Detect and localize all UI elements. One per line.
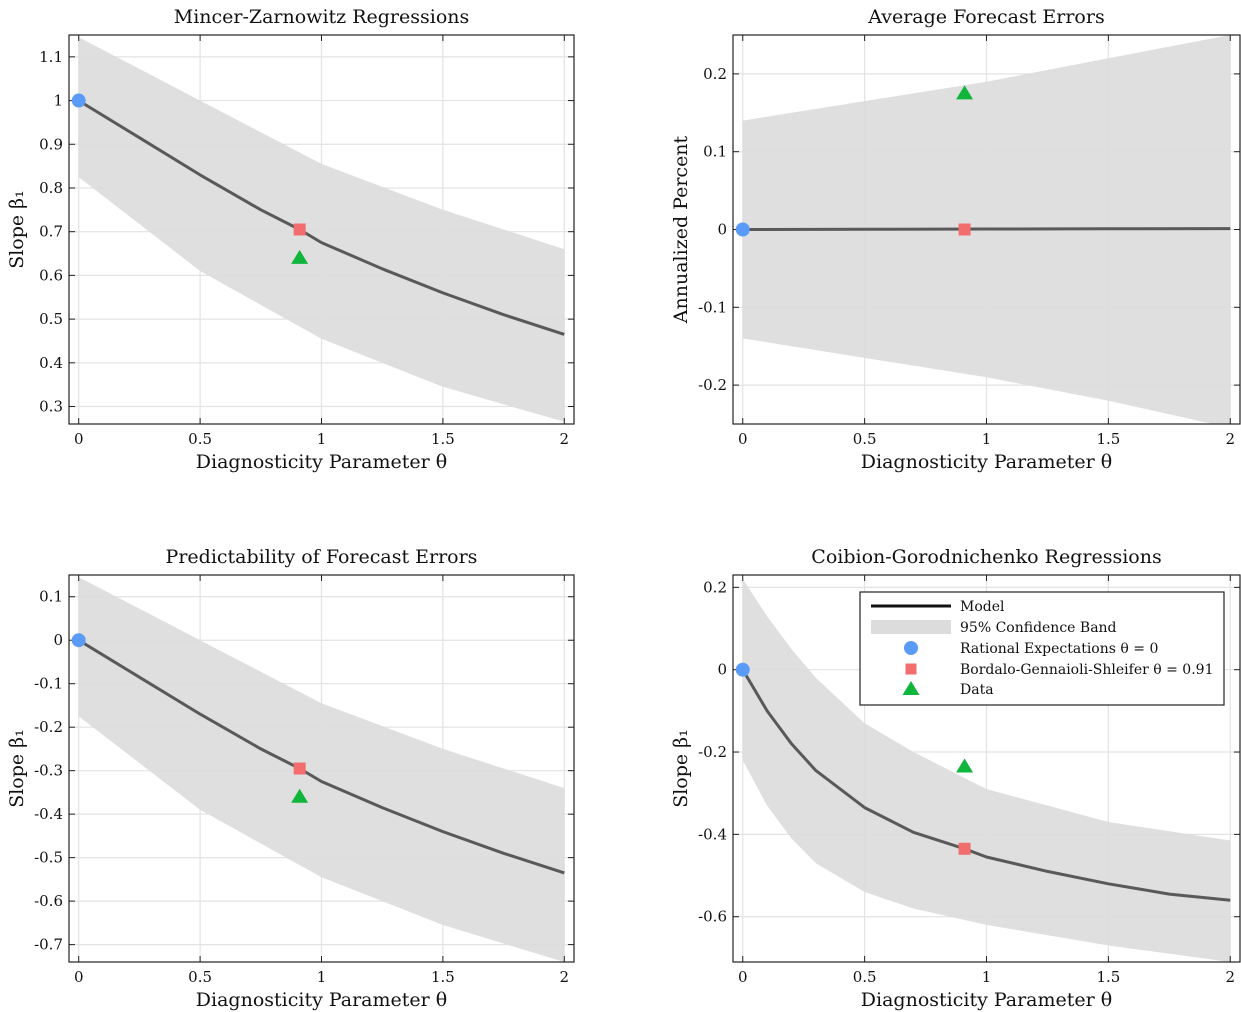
model-line [77,99,565,336]
x-tick-label: 2 [560,430,570,448]
confidence-band [742,35,1231,424]
x-tick-label: 0.5 [188,968,212,986]
x-tick-label: 1 [982,430,992,448]
x-tick-label: 1.5 [1096,430,1120,448]
y-tick-label: -0.7 [34,936,63,954]
chart-title: Mincer-Zarnowitz Regressions [174,6,470,28]
legend-bgs-swatch [905,663,917,675]
y-tick-label: 0.2 [703,65,727,83]
x-tick-label: 1 [317,968,327,986]
legend-data-label: Data [960,682,994,698]
chart-title: Average Forecast Errors [867,6,1104,28]
model-line [742,227,1231,231]
chart-title: Coibion-Gorodnichenko Regressions [811,546,1161,568]
x-axis-label: Diagnosticity Parameter θ [861,451,1112,473]
legend-model-label: Model [960,599,1005,615]
y-tick-label: 1 [53,92,63,110]
legend-box [859,591,1225,706]
y-axis-label: Slope β₁ [6,729,28,808]
y-tick-label: -0.2 [34,718,63,736]
chart-panel-1: 0 0.5 1 1.5 2 0.3 0.4 0.5 0.6 0.7 0.8 0.9 1 1.1 Mincer… [6,6,575,473]
x-tick-label: 1 [317,430,327,448]
x-tick-label: 1 [982,968,992,986]
x-tick-label: 2 [1225,430,1235,448]
x-tick-label: 0.5 [853,968,877,986]
y-tick-label: -0.6 [698,908,727,926]
x-tick-label: 0.5 [188,430,212,448]
y-axis-label: Annualized Percent [670,135,692,324]
y-tick-label: 0.1 [39,588,63,606]
legend-band-label: 95% Confidence Band [960,620,1117,636]
bgs-marker [293,762,306,775]
legend-band-swatch [871,620,951,634]
chart-panel-2: 0 0.5 1 1.5 2 -0.2 -0.1 0 0.1 0.2 Average Forecast… [670,6,1241,473]
data-marker [956,758,974,773]
data-marker [291,249,309,264]
y-tick-label: 0 [717,661,727,679]
rational-expectations-marker [735,222,750,237]
y-tick-label: 0.5 [39,310,63,328]
chart-panel-3: 0 0.5 1 1.5 2 -0.7 -0.6 -0.5 -0.4 -0.3 -0.2 -0.1 0 0.… [6,546,575,1011]
x-tick-label: 2 [560,968,570,986]
y-tick-label: 0 [53,631,63,649]
bgs-marker [293,223,306,236]
bgs-marker [958,223,971,236]
y-axis-label: Slope β₁ [6,190,28,269]
model-line [77,638,565,875]
x-tick-label: 1.5 [431,430,455,448]
x-tick-label: 0.5 [853,430,877,448]
y-axis-label: Slope β₁ [670,729,692,808]
x-tick-label: 1.5 [431,968,455,986]
y-tick-label: 0.7 [39,223,63,241]
x-axis-label: Diagnosticity Parameter θ [196,989,447,1011]
y-tick-label: 0.1 [703,143,727,161]
y-tick-label: 0.2 [703,578,727,596]
chart-title: Predictability of Forecast Errors [166,546,478,568]
x-axis-label: Diagnosticity Parameter θ [196,451,447,473]
confidence-band [742,579,1231,962]
x-tick-label: 0 [738,968,748,986]
y-tick-label: 0.4 [39,354,63,372]
rational-expectations-marker [735,662,750,677]
y-tick-label: 0.8 [39,179,63,197]
y-tick-label: -0.2 [698,743,727,761]
y-tick-label: -0.4 [34,805,63,823]
legend-rational-label: Rational Expectations θ = 0 [960,641,1158,657]
x-tick-label: 2 [1225,968,1235,986]
y-tick-label: -0.1 [34,675,63,693]
x-tick-label: 1.5 [1096,968,1120,986]
chart-panel-4: 0 0.5 1 1.5 2 -0.6 -0.4 -0.2 0 0.2 Coibion-Gorodni… [670,546,1241,1011]
y-tick-label: -0.2 [698,376,727,394]
data-marker [956,85,974,100]
confidence-band [78,37,565,422]
y-tick-label: -0.5 [34,849,63,867]
legend: Model 95% Confidence Band Rational Expecta… [859,591,1225,706]
y-tick-label: 0.6 [39,266,63,284]
y-tick-label: 0 [717,221,727,239]
legend-rational-swatch [904,641,918,655]
y-tick-label: -0.6 [34,892,63,910]
legend-data-swatch [902,681,920,695]
confidence-band [78,577,565,962]
x-tick-label: 0 [738,430,748,448]
x-tick-label: 0 [74,968,84,986]
y-tick-label: 0.9 [39,135,63,153]
model-line [741,668,1231,902]
y-tick-label: -0.1 [698,298,727,316]
x-tick-label: 0 [74,430,84,448]
bgs-marker [958,842,971,855]
y-tick-label: -0.4 [698,825,727,843]
legend-bgs-label: Bordalo-Gennaioli-Shleifer θ = 0.91 [960,662,1213,678]
rational-expectations-marker [71,93,86,108]
data-marker [291,788,309,803]
y-tick-label: 1.1 [39,48,63,66]
x-axis-label: Diagnosticity Parameter θ [861,989,1112,1011]
y-tick-label: -0.3 [34,762,63,780]
y-tick-label: 0.3 [39,398,63,416]
rational-expectations-marker [71,633,86,648]
